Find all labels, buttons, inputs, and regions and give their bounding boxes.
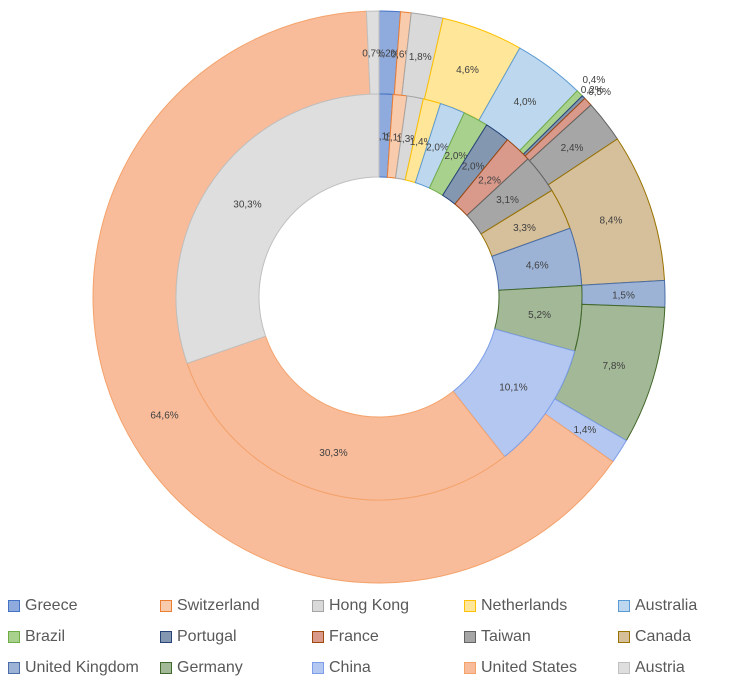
legend-label: United Kingdom (25, 659, 139, 677)
legend-label: Taiwan (481, 628, 531, 646)
legend-label: United States (481, 659, 577, 677)
legend-item-china: China (312, 657, 371, 679)
legend-swatch (8, 600, 20, 612)
outer-ring-label-united-kingdom: 1,5% (612, 290, 635, 301)
outer-ring-label-hong-kong: 1,8% (409, 52, 432, 63)
outer-ring-label-austria: 0,7% (362, 49, 385, 60)
outer-ring-label-france: 0,5% (588, 87, 611, 98)
legend-swatch (160, 631, 172, 643)
outer-ring-label-australia: 4,0% (514, 97, 537, 108)
legend-label: Canada (635, 628, 691, 646)
legend-swatch (464, 662, 476, 674)
legend-swatch (618, 662, 630, 674)
legend-label: Netherlands (481, 597, 567, 615)
legend-item-france: France (312, 626, 379, 648)
legend-item-taiwan: Taiwan (464, 626, 531, 648)
legend-label: China (329, 659, 371, 677)
outer-ring-label-united-states: 64,6% (150, 410, 178, 421)
legend-item-greece: Greece (8, 595, 77, 617)
legend-item-hong-kong: Hong Kong (312, 595, 409, 617)
inner-ring-label-canada: 3,3% (513, 223, 536, 234)
legend-swatch (312, 662, 324, 674)
legend-label: Austria (635, 659, 685, 677)
inner-ring-label-germany: 5,2% (528, 310, 551, 321)
legend-label: Brazil (25, 628, 65, 646)
legend-item-switzerland: Switzerland (160, 595, 260, 617)
legend-item-united-kingdom: United Kingdom (8, 657, 139, 679)
legend-item-germany: Germany (160, 657, 243, 679)
legend-item-portugal: Portugal (160, 626, 237, 648)
inner-ring-label-united-kingdom: 4,6% (526, 261, 549, 272)
doughnut-chart: 1,2%0,6%1,8%4,6%4,0%0,4%0,2%0,5%2,4%8,4%… (0, 0, 733, 595)
outer-ring-label-canada: 8,4% (600, 216, 623, 227)
legend-label: Australia (635, 597, 697, 615)
outer-ring-label-netherlands: 4,6% (456, 65, 479, 76)
inner-ring-label-china: 10,1% (499, 383, 527, 394)
legend-item-netherlands: Netherlands (464, 595, 567, 617)
legend-swatch (312, 631, 324, 643)
legend-swatch (464, 631, 476, 643)
legend-swatch (464, 600, 476, 612)
legend-swatch (312, 600, 324, 612)
legend-item-austria: Austria (618, 657, 685, 679)
legend-item-canada: Canada (618, 626, 691, 648)
inner-ring-label-united-states: 30,3% (319, 448, 347, 459)
inner-ring-label-portugal: 2,0% (462, 162, 485, 173)
legend-swatch (160, 600, 172, 612)
legend-label: Greece (25, 597, 77, 615)
legend-label: Hong Kong (329, 597, 409, 615)
legend-item-australia: Australia (618, 595, 697, 617)
outer-ring-label-germany: 7,8% (603, 361, 626, 372)
legend-item-brazil: Brazil (8, 626, 65, 648)
chart-legend: Greece Switzerland Hong Kong Netherlands Aus… (8, 595, 733, 689)
inner-ring-label-france: 2,2% (478, 175, 501, 186)
legend-swatch (8, 631, 20, 643)
legend-label: France (329, 628, 379, 646)
inner-ring-label-austria: 30,3% (233, 199, 261, 210)
legend-label: Germany (177, 659, 243, 677)
outer-ring-label-china: 1,4% (573, 425, 596, 436)
legend-swatch (618, 600, 630, 612)
legend-swatch (160, 662, 172, 674)
legend-label: Portugal (177, 628, 237, 646)
inner-ring-label-taiwan: 3,1% (496, 195, 519, 206)
legend-label: Switzerland (177, 597, 260, 615)
outer-ring-label-taiwan: 2,4% (561, 143, 584, 154)
legend-item-united-states: United States (464, 657, 577, 679)
legend-swatch (618, 631, 630, 643)
legend-swatch (8, 662, 20, 674)
